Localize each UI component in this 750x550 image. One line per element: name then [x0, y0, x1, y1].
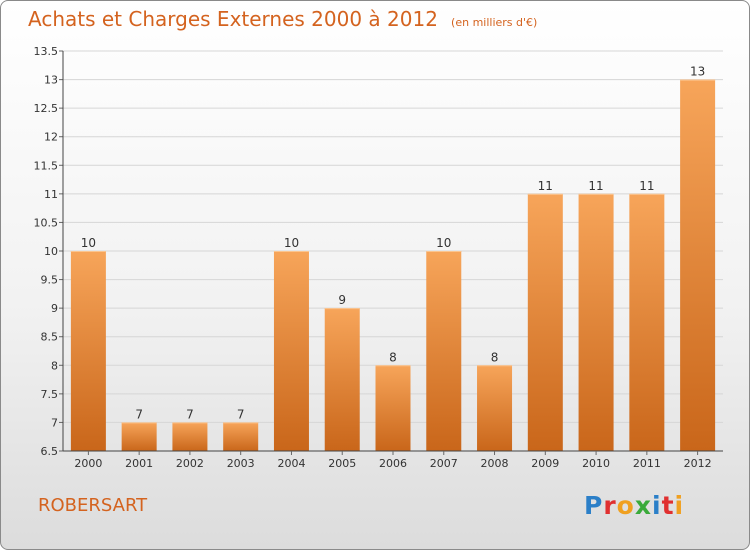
bar-2000 — [70, 251, 106, 451]
bar-2009 — [527, 193, 563, 451]
value-label-2012: 13 — [690, 65, 705, 79]
x-tick-label-2005: 2005 — [328, 457, 356, 470]
x-tick-label-2011: 2011 — [633, 457, 661, 470]
chart-title: Achats et Charges Externes 2000 à 2012 (… — [28, 7, 537, 31]
value-label-2011: 11 — [639, 179, 654, 193]
y-tick-label: 12.5 — [34, 102, 59, 115]
y-tick-label: 13 — [44, 74, 58, 87]
bar-2003 — [223, 422, 259, 451]
y-tick-label: 7 — [51, 416, 58, 429]
value-label-2000: 10 — [81, 236, 96, 250]
x-tick-label-2004: 2004 — [277, 457, 305, 470]
x-tick-label-2002: 2002 — [176, 457, 204, 470]
bar-2008 — [477, 365, 513, 451]
logo-letter: i — [652, 491, 662, 520]
bar-2010 — [578, 193, 614, 451]
bar-2011 — [629, 193, 665, 451]
x-tick-label-2012: 2012 — [684, 457, 712, 470]
y-tick-label: 6.5 — [41, 445, 59, 458]
commune-name: ROBERSART — [38, 495, 148, 516]
y-tick-label: 11.5 — [34, 159, 59, 172]
value-label-2006: 8 — [389, 350, 397, 364]
y-tick-label: 12 — [44, 131, 58, 144]
logo-letter: i — [674, 491, 685, 520]
value-label-2008: 8 — [491, 350, 499, 364]
y-tick-label: 7.5 — [41, 388, 59, 401]
value-label-2010: 11 — [588, 179, 603, 193]
x-tick-label-2009: 2009 — [531, 457, 559, 470]
value-label-2003: 7 — [237, 407, 245, 421]
logo-letter: r — [603, 491, 617, 520]
x-tick-label-2007: 2007 — [430, 457, 458, 470]
value-label-2004: 10 — [284, 236, 299, 250]
proxiti-logo: Proxiti — [584, 491, 684, 520]
value-label-2007: 10 — [436, 236, 451, 250]
y-tick-label: 9 — [51, 302, 58, 315]
x-tick-label-2006: 2006 — [379, 457, 407, 470]
x-tick-label-2003: 2003 — [227, 457, 255, 470]
logo-letter: t — [661, 491, 675, 520]
chart-title-main: Achats et Charges Externes 2000 à 2012 — [28, 7, 438, 31]
chart-title-unit: (en milliers d'€) — [451, 16, 538, 29]
x-tick-label-2000: 2000 — [74, 457, 102, 470]
logo-letter: P — [584, 491, 604, 520]
x-tick-label-2008: 2008 — [481, 457, 509, 470]
bar-2002 — [172, 422, 208, 451]
y-tick-label: 10 — [44, 245, 58, 258]
value-label-2001: 7 — [135, 407, 143, 421]
bar-2006 — [375, 365, 411, 451]
y-tick-label: 8.5 — [41, 331, 59, 344]
bar-2001 — [121, 422, 157, 451]
bar-2012 — [680, 79, 716, 452]
bar-2005 — [324, 308, 360, 451]
logo-letter: o — [616, 491, 635, 520]
value-label-2002: 7 — [186, 407, 194, 421]
y-tick-label: 10.5 — [34, 216, 59, 229]
y-tick-label: 8 — [51, 359, 58, 372]
x-tick-label-2010: 2010 — [582, 457, 610, 470]
y-tick-label: 11 — [44, 188, 58, 201]
y-tick-label: 13.5 — [34, 45, 59, 58]
x-tick-label-2001: 2001 — [125, 457, 153, 470]
y-tick-label: 9.5 — [41, 274, 59, 287]
logo-letter: x — [634, 491, 652, 520]
bar-2007 — [426, 251, 462, 451]
value-label-2009: 11 — [538, 179, 553, 193]
value-label-2005: 9 — [338, 293, 346, 307]
bar-2004 — [273, 251, 309, 451]
